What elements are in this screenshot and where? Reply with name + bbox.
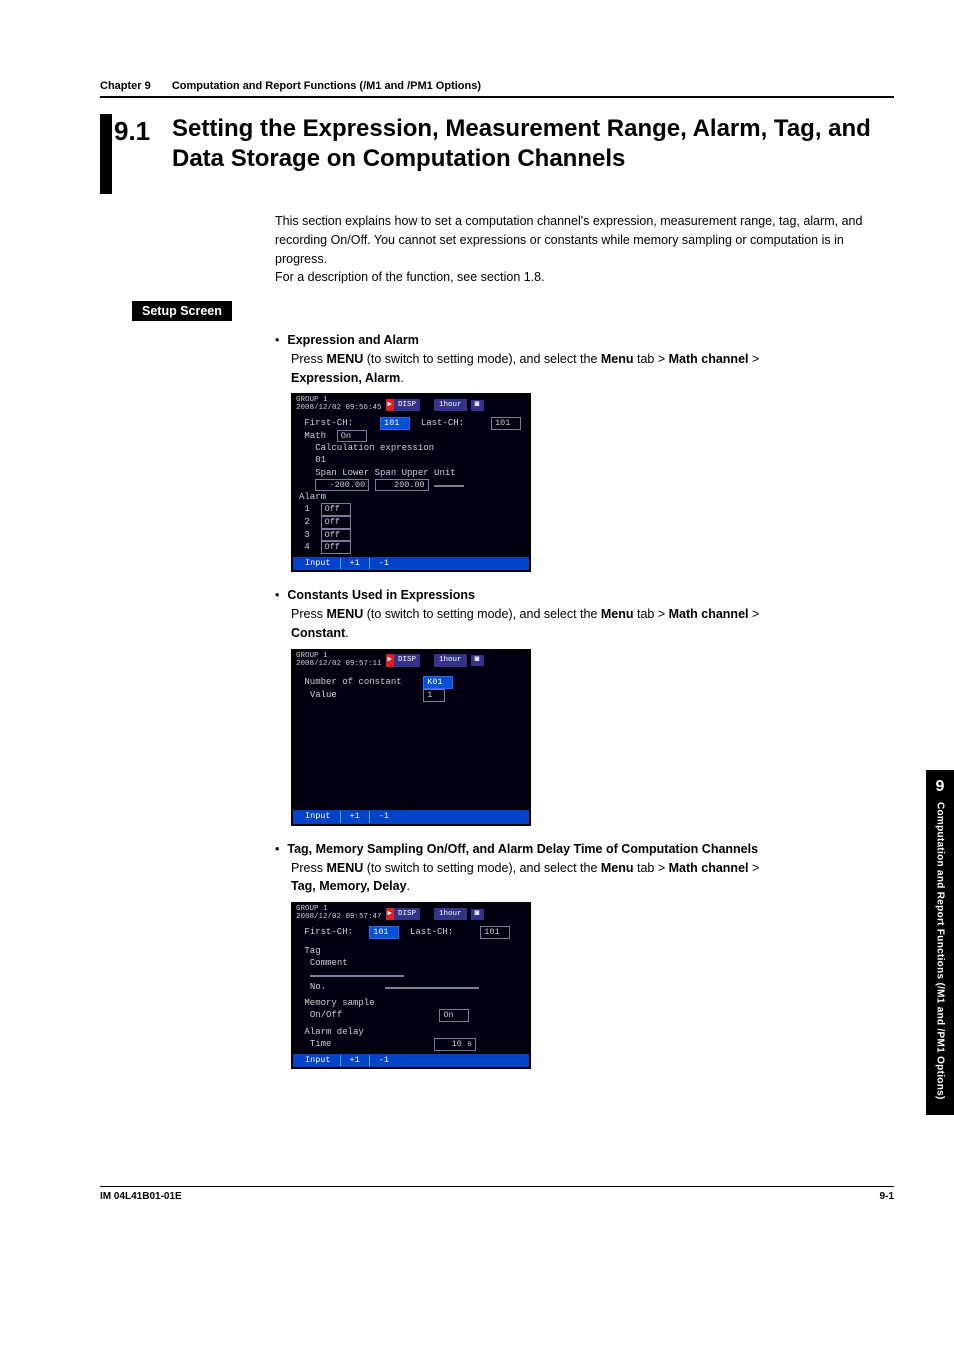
- side-tab-number: 9: [926, 778, 954, 796]
- bullet-icon: •: [275, 586, 279, 605]
- instruction-expression: Press MENU (to switch to setting mode), …: [291, 350, 894, 388]
- softkey-input: Input: [296, 811, 341, 822]
- section-number-box: 9.1: [100, 114, 172, 194]
- tag-no-value: [385, 987, 479, 989]
- dev-header: GROUP 1 2008/12/02 09:57:11 ▶DISP 1hour …: [293, 651, 529, 671]
- device-screenshot-constants: GROUP 1 2008/12/02 09:57:11 ▶DISP 1hour …: [291, 649, 531, 826]
- instruction-constants: Press MENU (to switch to setting mode), …: [291, 605, 894, 643]
- bullet-icon: •: [275, 840, 279, 859]
- block-expression-alarm: • Expression and Alarm Press MENU (to sw…: [275, 331, 894, 572]
- section-number: 9.1: [114, 114, 150, 144]
- section-bar: [100, 114, 112, 194]
- comment-value: [310, 975, 404, 977]
- bullet-icon: •: [275, 331, 279, 350]
- block-constants: • Constants Used in Expressions Press ME…: [275, 586, 894, 825]
- constant-number-value: K01: [423, 676, 453, 689]
- side-tab-text: Computation and Report Functions (/M1 an…: [935, 802, 946, 1100]
- chapter-number: Chapter 9: [100, 80, 151, 92]
- intro-line-1: This section explains how to set a compu…: [275, 214, 862, 266]
- softkey-input: Input: [296, 558, 341, 569]
- dev-footer: Input +1 -1: [293, 810, 529, 823]
- block-title-tag-memory: Tag, Memory Sampling On/Off, and Alarm D…: [287, 840, 758, 859]
- first-ch-value: 101: [380, 417, 410, 430]
- setup-screen-label: Setup Screen: [132, 301, 232, 321]
- dev-footer: Input +1 -1: [293, 557, 529, 570]
- page-footer: IM 04L41B01-01E 9-1: [100, 1186, 894, 1202]
- softkey-plus: +1: [341, 1055, 370, 1066]
- unit-value: [434, 485, 464, 487]
- instruction-tag-memory: Press MENU (to switch to setting mode), …: [291, 859, 894, 897]
- chapter-header: Chapter 9 Computation and Report Functio…: [100, 80, 894, 98]
- rec-icon: ▶: [386, 399, 395, 411]
- alarm-2-value: Off: [321, 516, 351, 529]
- device-screenshot-expression: GROUP 1 2008/12/02 09:56:45 ▶DISP 1hour …: [291, 393, 531, 572]
- footer-page-number: 9-1: [880, 1191, 894, 1202]
- hour-badge: 1hour: [434, 399, 467, 411]
- softkey-minus: -1: [370, 811, 398, 822]
- math-value: On: [337, 430, 367, 443]
- camera-icon: ◙: [471, 655, 484, 666]
- dev-header: GROUP 1 2008/12/02 09:57:47 ▶DISP 1hour …: [293, 904, 529, 924]
- softkey-input: Input: [296, 1055, 341, 1066]
- rec-icon: ▶: [386, 908, 395, 920]
- constant-value: 1: [423, 689, 445, 702]
- block-tag-memory: • Tag, Memory Sampling On/Off, and Alarm…: [275, 840, 894, 1069]
- camera-icon: ◙: [471, 400, 484, 411]
- span-lower-value: -200.00: [315, 479, 369, 492]
- dev-body: First-CH: 101 Last-CH: 101 Math On Calcu…: [293, 415, 529, 557]
- softkey-plus: +1: [341, 811, 370, 822]
- section-title: Setting the Expression, Measurement Rang…: [172, 114, 894, 174]
- alarm-3-value: Off: [321, 529, 351, 542]
- device-screenshot-tag-memory: GROUP 1 2008/12/02 09:57:47 ▶DISP 1hour …: [291, 902, 531, 1069]
- softkey-plus: +1: [341, 558, 370, 569]
- last-ch-value: 101: [480, 926, 510, 939]
- first-ch-value: 101: [369, 926, 399, 939]
- hour-badge: 1hour: [434, 654, 467, 666]
- last-ch-value: 101: [491, 417, 521, 430]
- block-title-expression: Expression and Alarm: [287, 331, 419, 350]
- disp-badge: DISP: [394, 654, 420, 666]
- intro-line-2: For a description of the function, see s…: [275, 270, 545, 284]
- footer-doc-id: IM 04L41B01-01E: [100, 1191, 182, 1202]
- hour-badge: 1hour: [434, 908, 467, 920]
- camera-icon: ◙: [471, 909, 484, 920]
- memory-onoff-value: On: [439, 1009, 469, 1022]
- section-title-block: 9.1 Setting the Expression, Measurement …: [100, 114, 894, 194]
- block-title-constants: Constants Used in Expressions: [287, 586, 475, 605]
- alarm-1-value: Off: [321, 503, 351, 516]
- alarm-delay-value: 10 s: [434, 1038, 476, 1051]
- dev-header: GROUP 1 2008/12/02 09:56:45 ▶DISP 1hour …: [293, 395, 529, 415]
- chapter-title: Computation and Report Functions (/M1 an…: [172, 80, 481, 92]
- page: Chapter 9 Computation and Report Functio…: [0, 0, 954, 1230]
- softkey-minus: -1: [370, 558, 398, 569]
- softkey-minus: -1: [370, 1055, 398, 1066]
- dev-footer: Input +1 -1: [293, 1054, 529, 1067]
- intro-paragraph: This section explains how to set a compu…: [275, 212, 894, 287]
- rec-icon: ▶: [386, 654, 395, 666]
- alarm-4-value: Off: [321, 541, 351, 554]
- span-upper-value: 200.00: [375, 479, 429, 492]
- disp-badge: DISP: [394, 908, 420, 920]
- disp-badge: DISP: [394, 399, 420, 411]
- dev-body: First-CH: 101 Last-CH: 101 Tag Comment N…: [293, 924, 529, 1054]
- dev-body: Number of constant K01 Value 1: [293, 670, 529, 810]
- side-tab: 9 Computation and Report Functions (/M1 …: [926, 770, 954, 1115]
